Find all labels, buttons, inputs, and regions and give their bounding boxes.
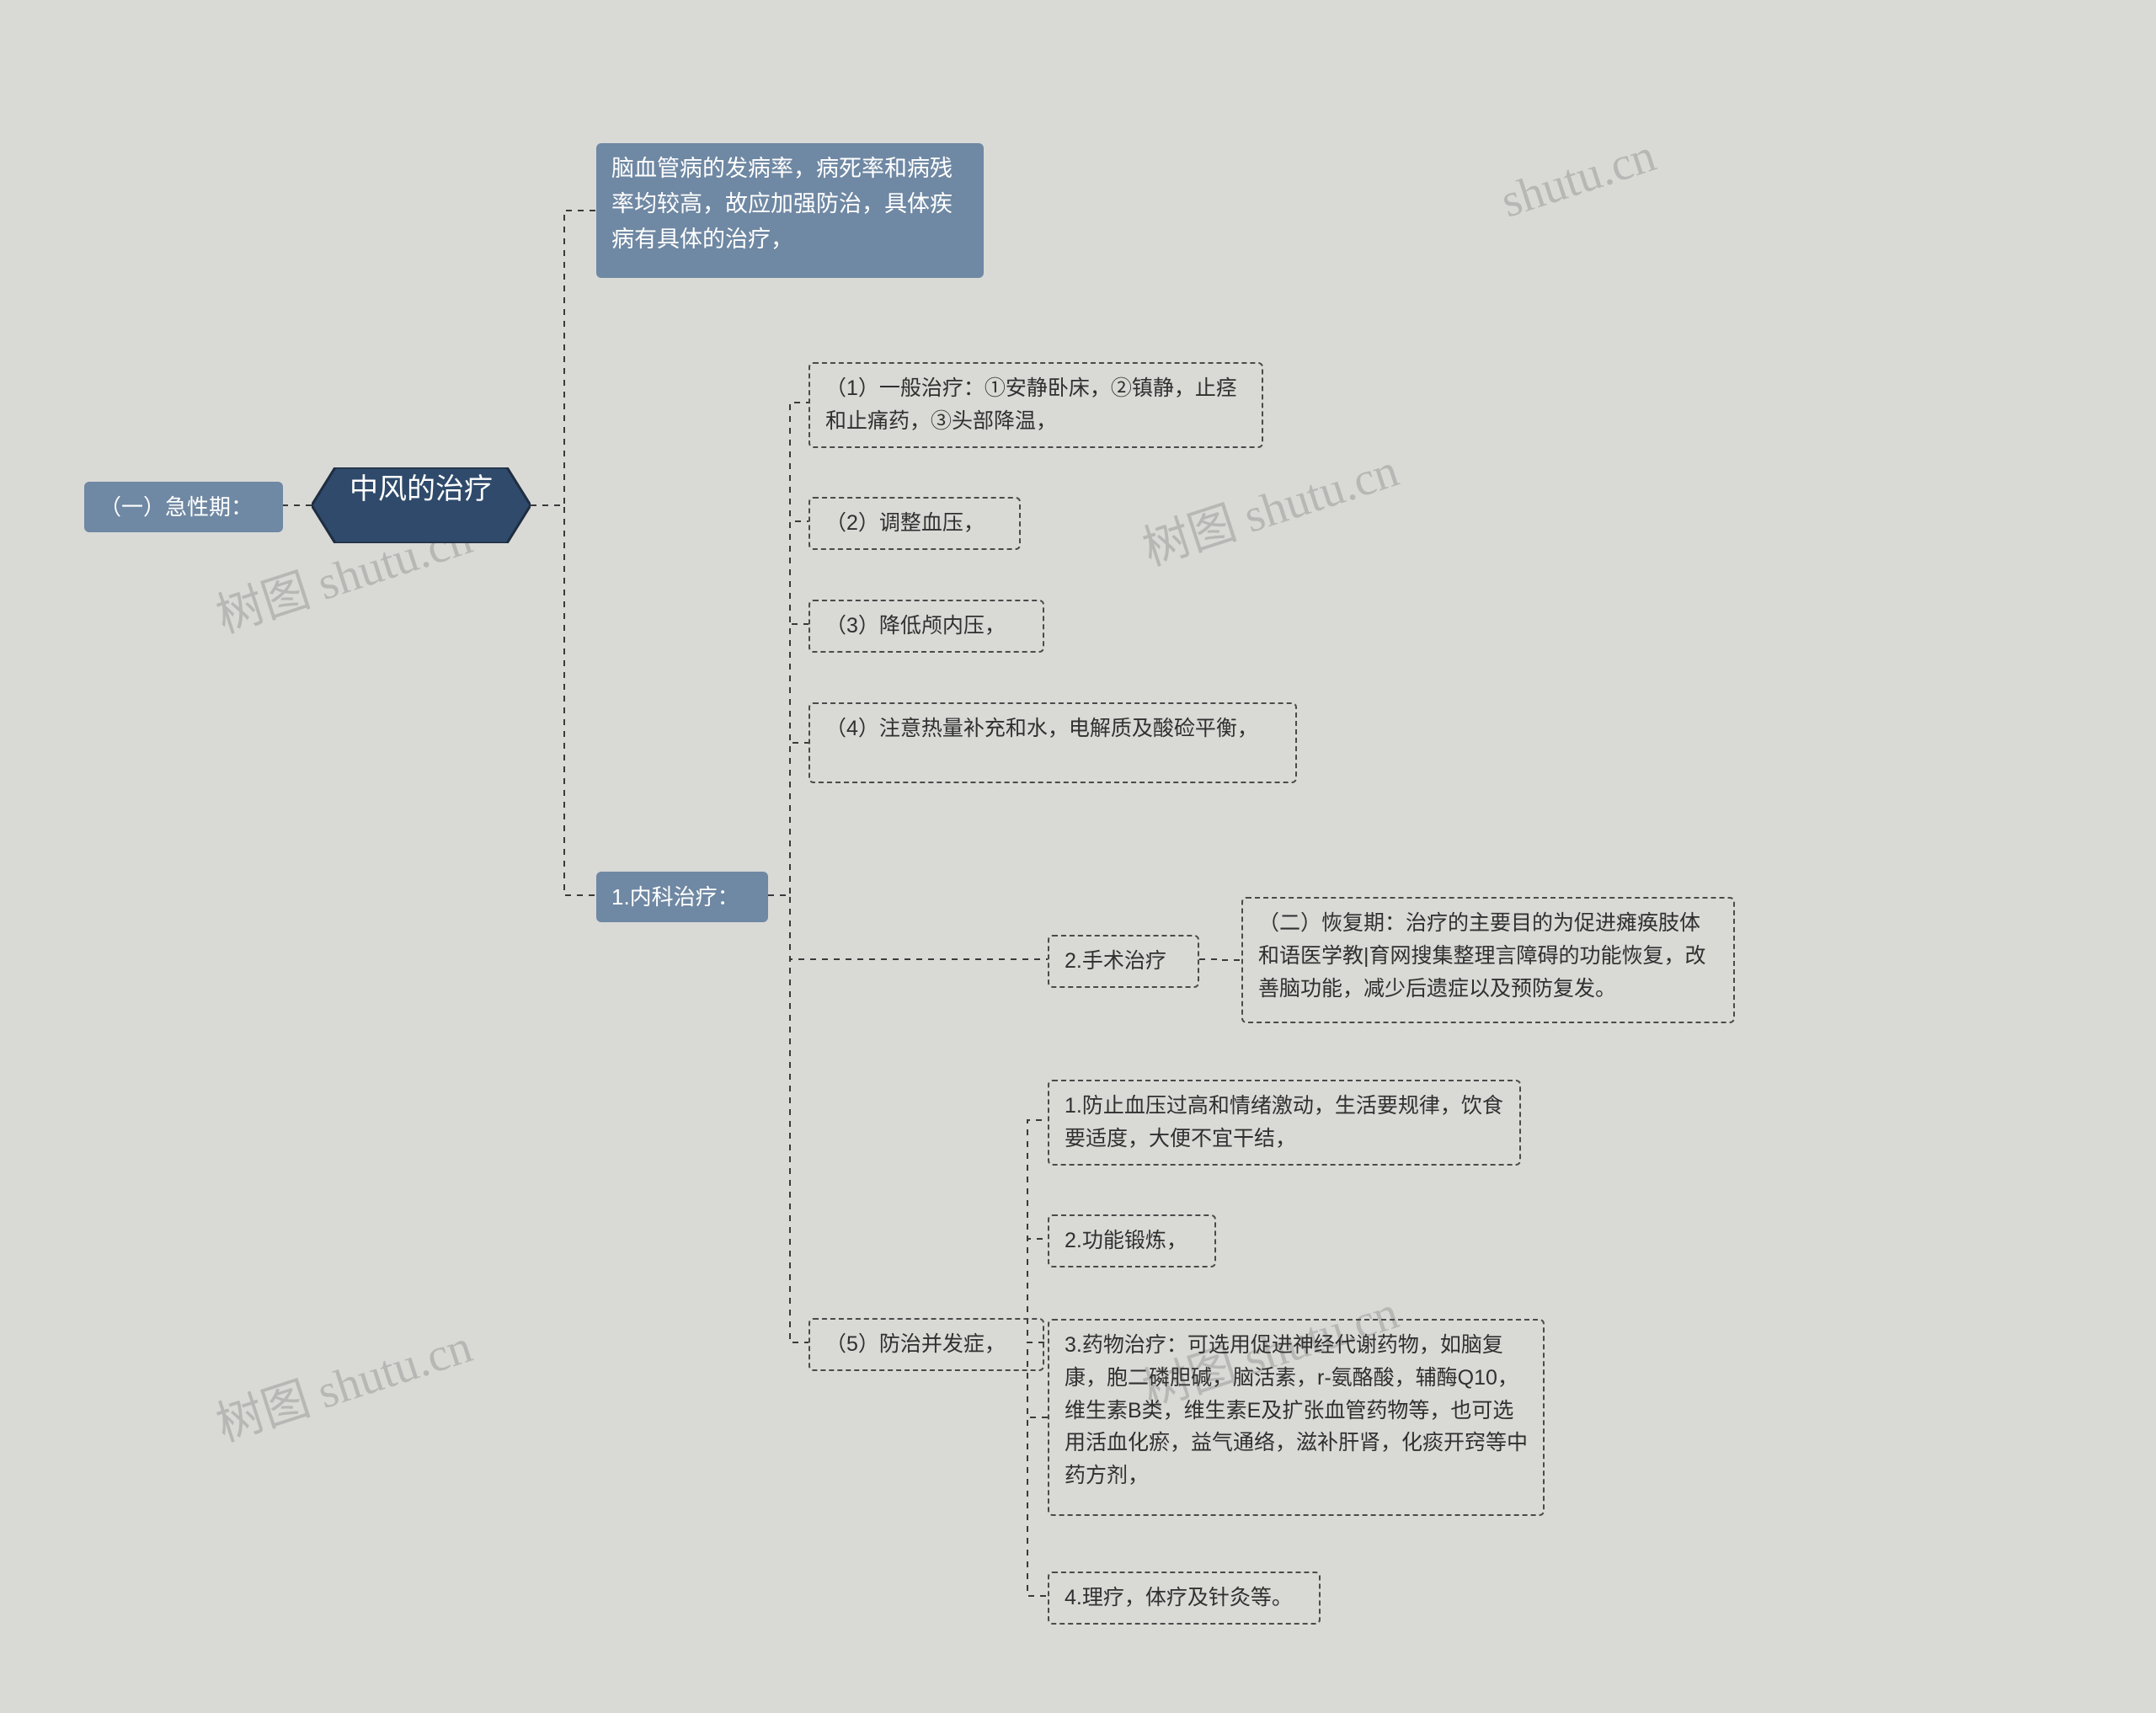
blood-pressure-text: （2）调整血压， (825, 511, 985, 535)
root-label: 中风的治疗 (312, 467, 531, 512)
physiotherapy-text: 4.理疗，体疗及针灸等。 (1065, 1586, 1293, 1609)
physiotherapy-node: 4.理疗，体疗及针灸等。 (1048, 1572, 1321, 1625)
exercise-node: 2.功能锻炼， (1048, 1214, 1216, 1267)
drug-treatment-text: 3.药物治疗：可选用促进神经代谢药物，如脑复康，胞二磷胆碱，脑活素，r-氨酪酸，… (1065, 1333, 1528, 1487)
internal-treatment-label: 1.内科治疗： (611, 884, 739, 910)
complications-node: （5）防治并发症， (808, 1318, 1044, 1371)
balance-node: （4）注意热量补充和水，电解质及酸硷平衡， (808, 702, 1297, 783)
general-treatment-node: （1）一般治疗：①安静卧床，②镇静，止痉和止痛药，③头部降温， (808, 362, 1263, 448)
acute-phase-node: （一）急性期： (84, 482, 283, 532)
overview-node: 脑血管病的发病率，病死率和病残率均较高，故应加强防治，具体疾病有具体的治疗， (596, 143, 984, 278)
exercise-text: 2.功能锻炼， (1065, 1229, 1187, 1252)
surgery-node: 2.手术治疗 (1048, 935, 1199, 988)
recovery-phase-node: （二）恢复期：治疗的主要目的为促进瘫痪肢体和语医学教|育网搜集整理言障碍的功能恢… (1241, 897, 1735, 1023)
drug-treatment-node: 3.药物治疗：可选用促进神经代谢药物，如脑复康，胞二磷胆碱，脑活素，r-氨酪酸，… (1048, 1319, 1545, 1516)
mindmap-canvas: 树图 shutu.cn树图 shutu.cn树图 shutu.cn树图 shut… (0, 0, 2156, 1713)
blood-pressure-node: （2）调整血压， (808, 497, 1021, 550)
surgery-text: 2.手术治疗 (1065, 949, 1166, 973)
recovery-phase-text: （二）恢复期：治疗的主要目的为促进瘫痪肢体和语医学教|育网搜集整理言障碍的功能恢… (1258, 911, 1706, 1001)
intracranial-pressure-text: （3）降低颅内压， (825, 614, 1006, 638)
general-treatment-text: （1）一般治疗：①安静卧床，②镇静，止痉和止痛药，③头部降温， (825, 376, 1237, 433)
acute-phase-label: （一）急性期： (99, 494, 253, 520)
prevention-bp-text: 1.防止血压过高和情绪激动，生活要规律，饮食要适度，大便不宜干结， (1065, 1094, 1503, 1150)
balance-text: （4）注意热量补充和水，电解质及酸硷平衡， (825, 717, 1258, 740)
internal-treatment-node: 1.内科治疗： (596, 872, 768, 922)
intracranial-pressure-node: （3）降低颅内压， (808, 600, 1044, 653)
overview-text: 脑血管病的发病率，病死率和病残率均较高，故应加强防治，具体疾病有具体的治疗， (611, 156, 953, 252)
prevention-bp-node: 1.防止血压过高和情绪激动，生活要规律，饮食要适度，大便不宜干结， (1048, 1080, 1521, 1166)
complications-text: （5）防治并发症， (825, 1332, 1006, 1356)
root-node: 中风的治疗 (312, 467, 531, 543)
